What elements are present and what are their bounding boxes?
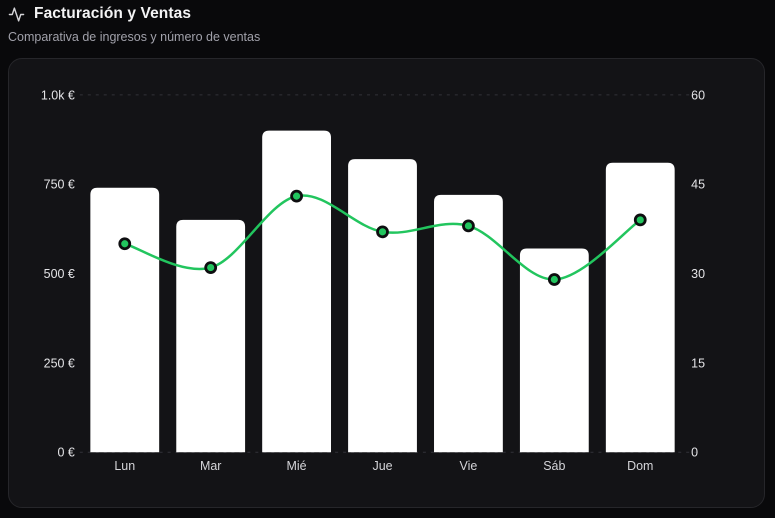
bar-Lun xyxy=(90,187,160,453)
combo-chart: 0 € 250 € 500 € 750 € 1.0k € 0 15 30 45 60 Lun Mar M… xyxy=(41,88,705,473)
left-axis-tick: 750 € xyxy=(44,178,75,192)
x-axis-label-Dom: Dom xyxy=(627,459,653,473)
left-axis-tick: 1.0k € xyxy=(41,88,75,102)
chart-header: Facturación y Ventas Comparativa de ingr… xyxy=(8,5,260,44)
chart-panel: 0 € 250 € 500 € 750 € 1.0k € 0 15 30 45 60 Lun Mar M… xyxy=(8,58,765,508)
left-axis-tick: 0 € xyxy=(58,446,75,460)
chart-subtitle: Comparativa de ingresos y número de vent… xyxy=(8,30,261,44)
dot-Dom xyxy=(633,213,647,227)
dot-Jue xyxy=(376,225,389,239)
right-axis-tick: 0 xyxy=(691,446,698,460)
right-axis-tick: 15 xyxy=(691,356,705,370)
bar-Mié xyxy=(262,130,332,453)
bar-Vie xyxy=(434,194,503,453)
bar-Dom xyxy=(605,162,675,453)
right-axis-tick: 30 xyxy=(691,267,705,281)
x-axis-label-Sáb: Sáb xyxy=(543,459,565,473)
dot-Lun xyxy=(118,237,132,251)
dot-Mar xyxy=(204,261,218,274)
x-axis-label-Lun: Lun xyxy=(114,459,135,473)
right-axis-tick: 60 xyxy=(691,88,705,102)
x-axis-label-Jue: Jue xyxy=(372,459,392,473)
bar-Sáb xyxy=(519,248,589,453)
dot-Vie xyxy=(462,219,475,233)
chart-title-row: Facturación y Ventas xyxy=(8,5,260,23)
bar-Jue xyxy=(348,159,417,453)
chart-title: Facturación y Ventas xyxy=(34,5,192,22)
dot-Mié xyxy=(290,189,303,203)
dot-Sáb xyxy=(547,273,561,286)
x-axis-label-Mié: Mié xyxy=(287,459,307,473)
bar-Mar xyxy=(176,219,246,453)
x-axis-label-Vie: Vie xyxy=(460,459,478,473)
x-axis-label-Mar: Mar xyxy=(200,459,221,473)
activity-icon xyxy=(8,6,25,22)
left-axis-tick: 500 € xyxy=(44,267,75,281)
left-axis-tick: 250 € xyxy=(44,356,75,370)
right-axis-tick: 45 xyxy=(691,178,705,192)
